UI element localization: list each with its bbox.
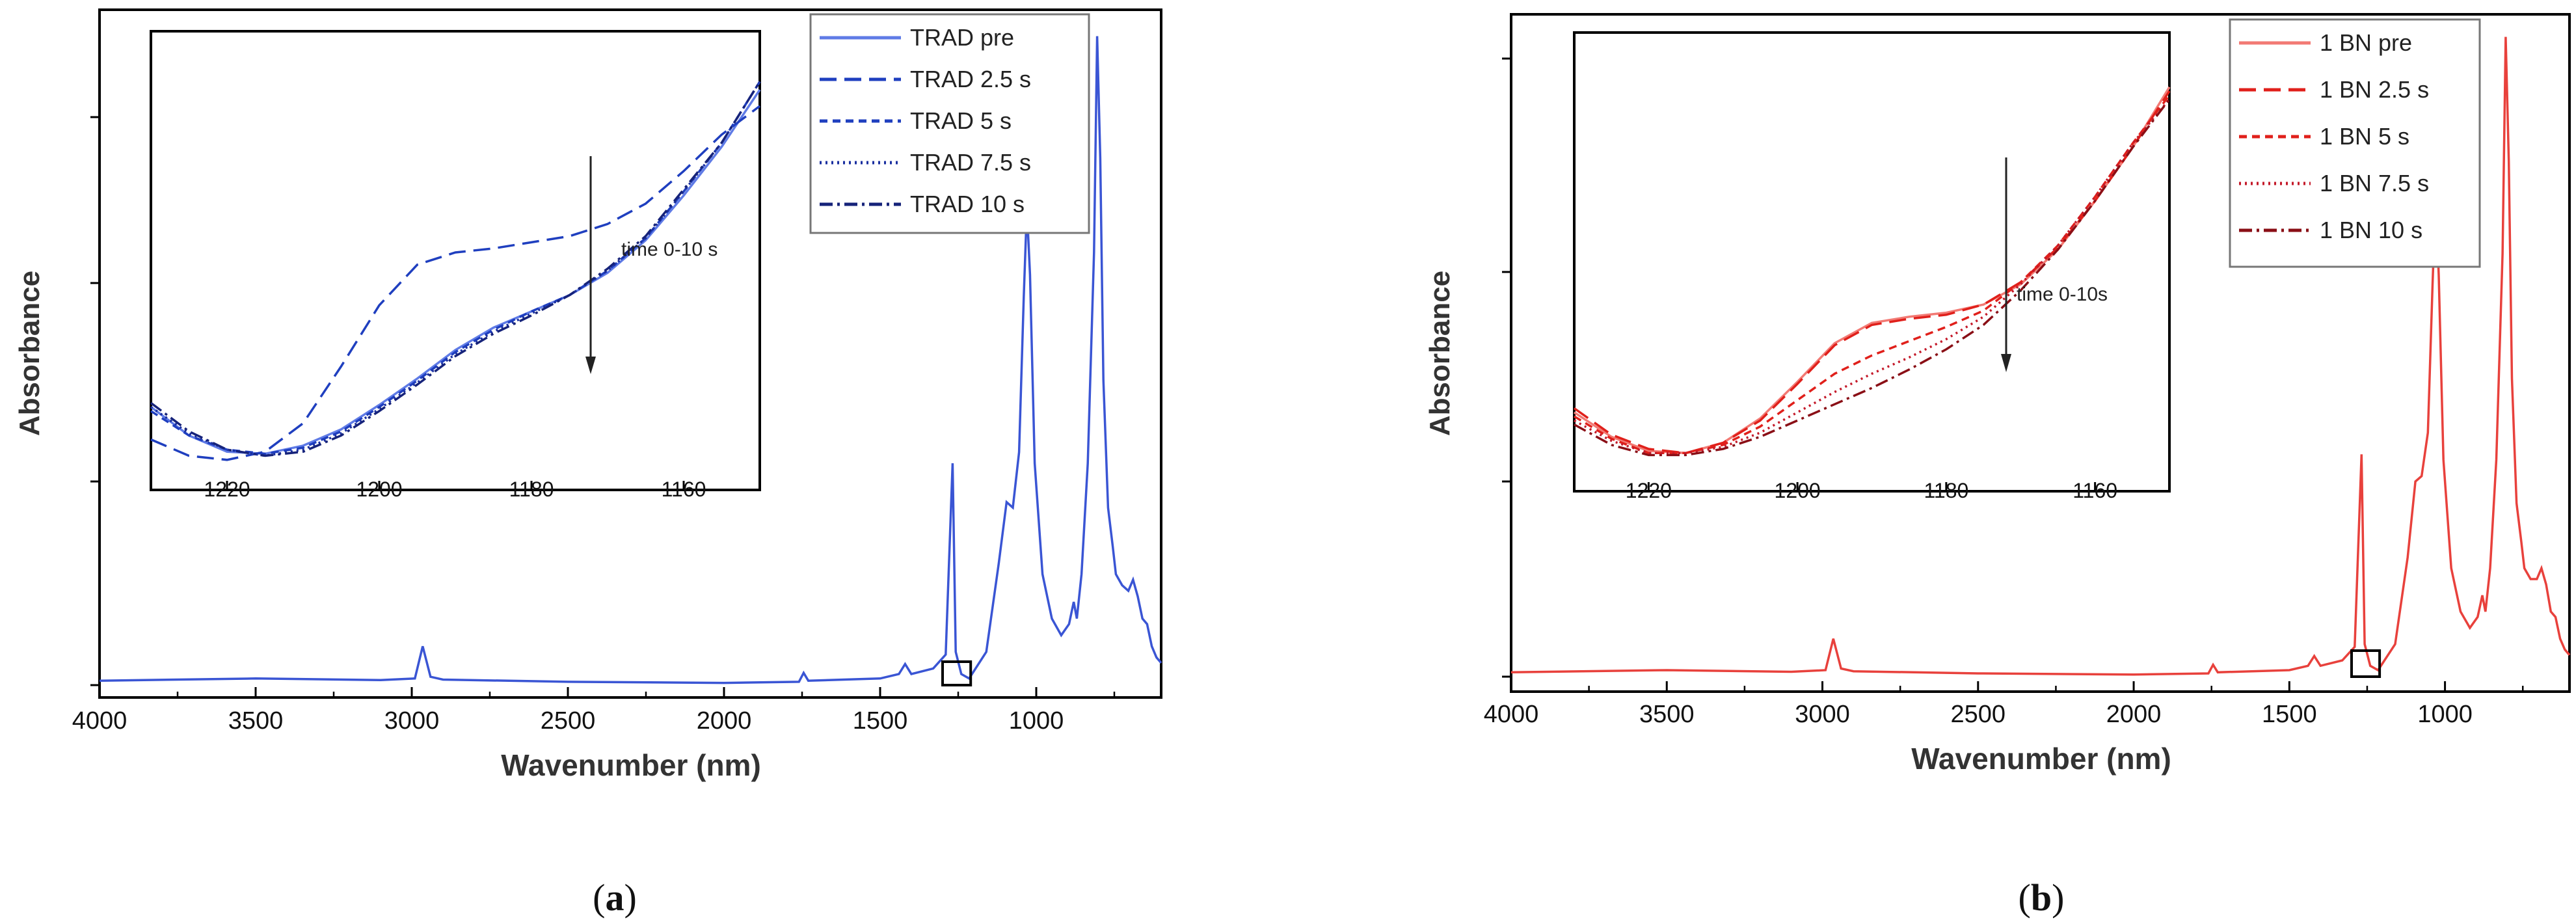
y-axis-label: Absorbance (1424, 271, 1456, 436)
inset-x-axis-ticks: 1220 1200 1180 1160 (204, 478, 706, 501)
legend-box (809, 13, 1090, 234)
x-tick-label: 3500 (1639, 701, 1695, 728)
inset-frame (150, 30, 761, 491)
inset-x-tick-label: 1160 (662, 478, 706, 501)
x-tick-label: 1000 (1009, 707, 1064, 735)
inset-x-tick-label: 1200 (1775, 479, 1821, 502)
x-axis-ticks: 4000 3500 3000 2500 2000 1500 1000 (1484, 681, 2524, 728)
x-axis-label: Wavenumber (nm) (1911, 742, 2171, 776)
time-annotation: time 0-10s (2017, 284, 2108, 305)
inset-series-line (150, 105, 761, 461)
inset-series-line (150, 81, 761, 457)
x-tick-label: 1500 (2262, 701, 2317, 728)
y-axis-ticks (1502, 57, 1511, 678)
legend-label: TRAD 2.5 s (910, 66, 1031, 92)
x-tick-label: 2500 (1951, 701, 2006, 728)
inset-x-tick-label: 1220 (1626, 479, 1672, 502)
time-arrow-head (2001, 354, 2011, 372)
inset-lines (150, 81, 761, 461)
plot-frame (1510, 13, 2571, 693)
inset-frame (1573, 31, 2171, 493)
legend: TRAD pre TRAD 2.5 s TRAD 5 s TRAD 7.5 s TRAD… (820, 24, 1031, 217)
zoom-box (2350, 649, 2381, 678)
x-tick-label: 3500 (228, 707, 284, 735)
legend-label: TRAD pre (910, 24, 1014, 51)
x-tick-label: 2000 (2106, 701, 2162, 728)
x-tick-label: 3000 (1795, 701, 1850, 728)
x-tick-label: 1500 (853, 707, 908, 735)
inset-x-tick-label: 1160 (2073, 479, 2117, 502)
inset-series-line (150, 81, 761, 455)
inset-x-tick-label: 1200 (356, 478, 402, 501)
legend: 1 BN pre 1 BN 2.5 s 1 BN 5 s 1 BN 7.5 s 1 BN… (2239, 29, 2429, 243)
inset-x-tick-label: 1180 (1924, 479, 1968, 502)
legend-box (2229, 18, 2481, 268)
legend-label: 1 BN pre (2320, 29, 2412, 56)
inset-series-line (1574, 98, 2171, 457)
main-spectrum-line (1510, 36, 2571, 676)
time-arrow-head (585, 357, 596, 374)
inset-series-line (1574, 98, 2171, 455)
inset-x-tick-label: 1220 (204, 478, 250, 501)
plot-frame (98, 8, 1162, 699)
legend-label: 1 BN 10 s (2320, 217, 2422, 243)
panel-caption: (a) (593, 876, 637, 919)
panel-caption: (b) (2019, 876, 2065, 919)
legend-label: 1 BN 5 s (2320, 123, 2409, 150)
x-axis-label: Wavenumber (nm) (501, 748, 761, 782)
x-axis-ticks: 4000 3500 3000 2500 2000 1500 1000 (72, 687, 1116, 735)
x-tick-label: 1000 (2417, 701, 2473, 728)
legend-label: TRAD 5 s (910, 107, 1012, 134)
x-tick-label: 2000 (697, 707, 752, 735)
legend-label: 1 BN 2.5 s (2320, 76, 2429, 103)
legend-label: TRAD 10 s (910, 191, 1025, 217)
x-tick-label: 2500 (541, 707, 596, 735)
y-axis-label: Absorbance (14, 271, 46, 436)
x-tick-label: 4000 (72, 707, 127, 735)
main-spectrum-line (99, 36, 1162, 684)
x-tick-label: 3000 (384, 707, 440, 735)
time-annotation: time 0-10 s (621, 239, 718, 260)
chart-panel-b: 4000 3500 3000 2500 2000 1500 1000 1220 1200 118… (1424, 13, 2571, 919)
chart-panel-a: 4000 3500 3000 2500 2000 1500 1000 1220 1200 118… (14, 8, 1162, 919)
inset-lines (1573, 86, 2171, 457)
legend-label: TRAD 7.5 s (910, 149, 1031, 176)
zoom-box (941, 660, 973, 686)
inset-x-axis-ticks: 1220 1200 1180 1160 (1626, 479, 2117, 502)
y-axis-ticks (90, 116, 100, 686)
legend-label: 1 BN 7.5 s (2320, 170, 2429, 196)
inset-x-tick-label: 1180 (509, 478, 554, 501)
x-tick-label: 4000 (1484, 701, 1539, 728)
